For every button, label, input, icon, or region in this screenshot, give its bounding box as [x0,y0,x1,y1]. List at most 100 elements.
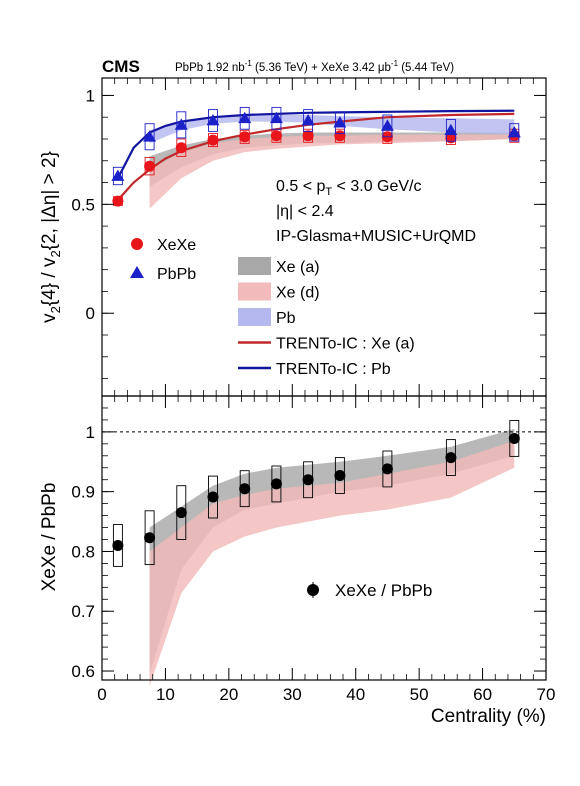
point-pbpb [301,113,315,126]
annotation-pt-part-2: < 3.0 GeV/c [332,178,421,195]
legend-bottom: XeXe / PbPb [307,581,432,600]
ylabel-sub-1: 2 [48,306,63,313]
sys-box-pbpb [176,111,187,139]
point-xexe-pbpb [270,478,282,490]
top-y-axis-label: v2{4} / v2{2, |Δη| > 2} [39,151,63,323]
lumi-sup-2: -1 [391,59,399,68]
sys-box-pbpb [445,118,456,142]
bottom-panel: 0.60.70.80.910 10 20 30 40 50 60 70 XeXe / PbPb… [39,395,555,727]
cms-label: CMS [102,57,140,76]
point-xexe-pbpb [144,532,156,544]
sys-box-pbpb [271,106,282,130]
point-xexe-pbpb [508,433,520,444]
sys-box-pbpb [509,123,520,142]
point-xexe-pbpb [112,540,124,551]
band-xe-d- [149,134,515,209]
x-tick-label: 10 [156,685,175,704]
y-tick-label: 0 [86,304,95,323]
ylabel-sub-2: 2 [48,250,63,257]
bottom-y-axis-label: XeXe / PbPb [39,483,60,592]
point-pbpb [507,125,521,138]
sys-box-pbpb [382,114,393,138]
point-pbpb [238,111,252,124]
sys-box-pbpb [334,111,345,135]
x-tick-label: 60 [473,685,492,704]
x-tick-label: 70 [537,685,556,704]
point-xexe [445,132,457,144]
top-data-points [111,106,521,207]
bottom-axes: 0.60.70.80.910 10 20 30 40 50 60 70 [71,396,555,704]
y-tick-label: 0.5 [71,195,95,214]
lumi-part-2: (5.36 TeV) + XeXe 3.42 μb [252,62,391,74]
bottom-bands [149,428,515,686]
point-pbpb [206,113,220,126]
legend-label-xe-a-: Xe (a) [276,259,320,276]
point-pbpb [380,119,394,131]
legend-swatch-xe-d- [238,282,271,301]
x-axis-label: Centrality (%) [431,706,546,727]
x-tick-label: 40 [346,685,365,704]
point-pbpb [444,123,458,136]
legend-left: XeXe PbPb [130,237,196,283]
bottom-frame [101,395,547,681]
point-xexe [175,142,187,154]
lumi-part-3: (5.44 TeV) [398,62,454,74]
legend-swatch-xe-a- [238,257,271,275]
annotation-eta-range: |η| < 2.4 [276,203,334,220]
y-tick-label: 1 [86,423,95,442]
point-pbpb [174,118,188,130]
lumi-part-1: PbPb 1.92 nb [175,62,245,74]
point-xexe [334,130,346,142]
legend-label-xe-d-: Xe (d) [276,285,320,302]
point-xexe-pbpb [445,452,457,464]
sys-box-pbpb [303,109,314,132]
lumi-label: PbPb 1.92 nb-1 (5.36 TeV) + XeXe 3.42 μb… [175,59,454,74]
point-xexe [144,160,156,172]
point-xexe-pbpb [207,491,219,503]
band-xe-d- [149,440,515,686]
legend-marker-pbpb [130,266,144,278]
point-xexe-pbpb [302,474,314,486]
annotation-pt-sub: T [325,186,332,198]
point-xexe-pbpb [239,483,251,495]
bottom-data-points [112,420,520,567]
ylabel-part-1: v [39,313,60,323]
sys-box-pbpb [208,109,218,132]
point-xexe [239,131,251,143]
x-tick-label: 0 [97,685,106,704]
legend-label-trento-ic-xe-a-: TRENTo-IC : Xe (a) [276,336,415,353]
x-tick-label: 20 [219,685,238,704]
point-xexe [207,134,219,146]
legend-marker-xexe-pbpb [307,584,319,596]
x-tick-label: 50 [410,685,429,704]
y-tick-label: 0.9 [71,483,95,502]
annotation-pt-part-1: 0.5 < p [276,178,325,195]
point-pbpb [111,169,125,181]
point-xexe-pbpb [381,463,393,475]
legend-marker-xexe [131,238,143,250]
top-bands [149,115,515,209]
legend-right: Xe (a) Xe (d) Pb TRENTo-IC : Xe (a) TRENTo-I… [238,257,415,378]
legend-label-xexe-pbpb: XeXe / PbPb [335,581,432,600]
point-xexe-pbpb [334,470,346,481]
point-xexe [270,130,282,142]
annotation-model: IP-Glasma+MUSIC+UrQMD [276,228,476,245]
y-tick-label: 0.7 [71,602,95,621]
legend-label-trento-ic-pb: TRENTo-IC : Pb [276,361,391,378]
point-pbpb [143,130,157,142]
point-xexe-pbpb [175,507,187,519]
point-xexe [302,130,314,142]
lumi-sup-1: -1 [245,59,253,68]
y-tick-label: 0.8 [71,542,95,561]
legend-label-xexe: XeXe [157,237,196,254]
legend-label-pbpb: PbPb [157,266,196,283]
point-pbpb [333,116,347,128]
ylabel-part-2: {4} / v [39,257,60,306]
annotation-pt-range: 0.5 < pT < 3.0 GeV/c [276,178,422,198]
ylabel-part-3: {2, |Δη| > 2} [39,151,60,250]
band-pb [149,115,515,144]
point-xexe [112,195,124,207]
top-axes: 00.51 [71,78,547,396]
y-tick-label: 0.6 [71,662,95,681]
